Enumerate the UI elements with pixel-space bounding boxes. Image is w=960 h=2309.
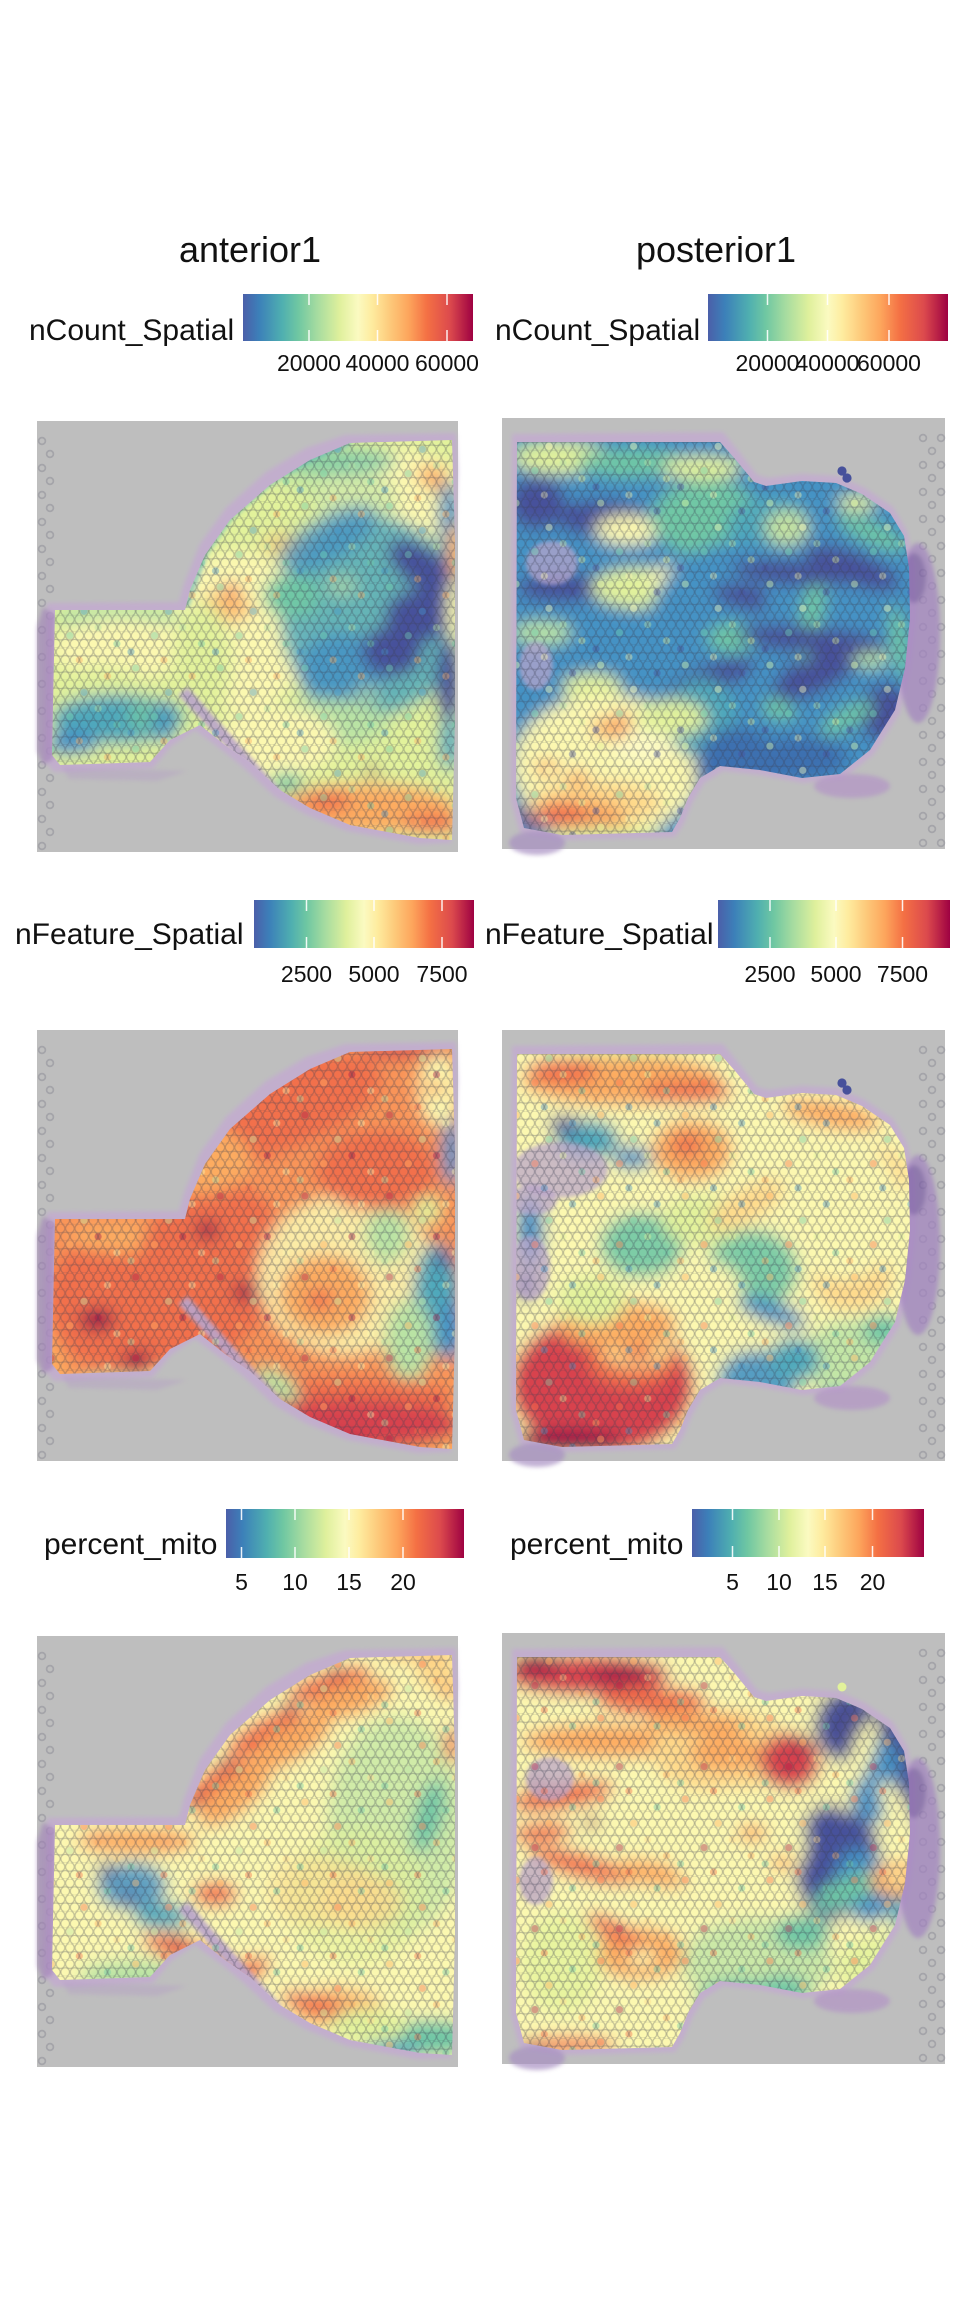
svg-text:20: 20 bbox=[390, 1569, 416, 1595]
svg-text:7500: 7500 bbox=[416, 961, 467, 987]
svg-text:percent_mito: percent_mito bbox=[510, 1528, 683, 1561]
svg-text:40000: 40000 bbox=[346, 350, 410, 376]
svg-text:5: 5 bbox=[235, 1569, 248, 1595]
svg-text:percent_mito: percent_mito bbox=[44, 1528, 217, 1561]
svg-text:10: 10 bbox=[766, 1569, 792, 1595]
svg-text:60000: 60000 bbox=[857, 350, 921, 376]
svg-text:nFeature_Spatial: nFeature_Spatial bbox=[15, 918, 244, 951]
svg-text:nFeature_Spatial: nFeature_Spatial bbox=[485, 918, 714, 951]
svg-text:2500: 2500 bbox=[744, 961, 795, 987]
svg-text:posterior1: posterior1 bbox=[636, 229, 796, 270]
svg-text:60000: 60000 bbox=[415, 350, 479, 376]
svg-text:10: 10 bbox=[282, 1569, 308, 1595]
svg-text:5000: 5000 bbox=[810, 961, 861, 987]
svg-text:anterior1: anterior1 bbox=[179, 229, 321, 270]
svg-text:nCount_Spatial: nCount_Spatial bbox=[495, 314, 700, 347]
svg-text:nCount_Spatial: nCount_Spatial bbox=[29, 314, 234, 347]
svg-text:20000: 20000 bbox=[277, 350, 341, 376]
svg-text:15: 15 bbox=[336, 1569, 362, 1595]
svg-text:40000: 40000 bbox=[796, 350, 860, 376]
svg-text:20000: 20000 bbox=[736, 350, 800, 376]
svg-text:20: 20 bbox=[860, 1569, 886, 1595]
svg-text:5000: 5000 bbox=[348, 961, 399, 987]
svg-text:15: 15 bbox=[812, 1569, 838, 1595]
svg-text:2500: 2500 bbox=[281, 961, 332, 987]
svg-text:5: 5 bbox=[726, 1569, 739, 1595]
svg-text:7500: 7500 bbox=[877, 961, 928, 987]
